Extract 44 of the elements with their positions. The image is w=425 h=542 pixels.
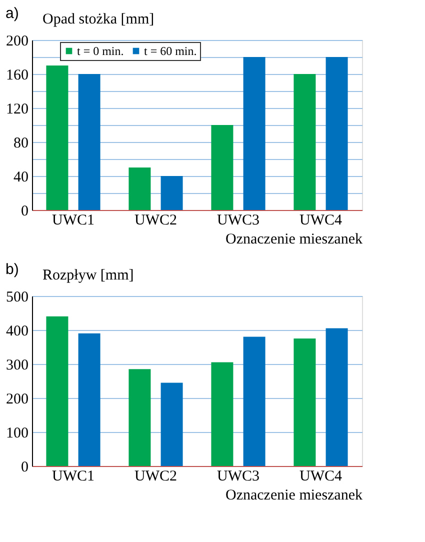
bar xyxy=(326,57,348,210)
y-tick-label: 300 xyxy=(6,358,28,374)
bar xyxy=(128,369,151,466)
bar xyxy=(160,176,183,210)
x-tick-label: UWC2 xyxy=(134,212,177,228)
y-tick-label: 80 xyxy=(14,136,28,152)
y-tick-label: 40 xyxy=(14,170,28,186)
y-tick-label: 100 xyxy=(6,426,28,442)
y-tick-label: 200 xyxy=(6,392,28,408)
x-tick-label: UWC2 xyxy=(134,468,177,484)
bar xyxy=(243,336,266,466)
y-tick-label: 200 xyxy=(6,34,28,50)
x-axis-title: Oznaczenie mieszanek xyxy=(226,488,363,504)
bar xyxy=(211,362,234,466)
y-axis-title: Opad stożka [mm] xyxy=(42,12,154,28)
x-tick-label: UWC1 xyxy=(52,212,94,228)
bar xyxy=(294,74,316,210)
x-axis-title: Oznaczenie mieszanek xyxy=(226,232,363,248)
legend-label: t = 60 min. xyxy=(144,44,197,58)
y-tick-label: 0 xyxy=(21,204,28,220)
x-tick-label: UWC1 xyxy=(52,468,94,484)
chart-title: b) xyxy=(6,261,19,278)
bar xyxy=(78,333,100,466)
bar xyxy=(78,74,100,210)
legend-label: t = 0 min. xyxy=(77,44,124,58)
y-tick-label: 400 xyxy=(6,324,28,340)
bar xyxy=(211,125,234,210)
x-tick-label: UWC4 xyxy=(300,212,342,228)
bar xyxy=(128,168,151,210)
y-tick-label: 0 xyxy=(21,460,28,476)
y-tick-label: 160 xyxy=(6,68,28,84)
bar xyxy=(326,328,348,466)
y-axis-title: Rozpływ [mm] xyxy=(42,268,134,284)
y-tick-label: 500 xyxy=(6,290,28,306)
bar xyxy=(243,57,266,210)
x-tick-label: UWC3 xyxy=(217,468,260,484)
bar xyxy=(294,338,316,466)
x-tick-label: UWC4 xyxy=(300,468,342,484)
bar xyxy=(46,316,68,466)
bar xyxy=(160,382,183,466)
y-tick-label: 120 xyxy=(6,102,28,118)
bar xyxy=(46,66,68,210)
x-tick-label: UWC3 xyxy=(217,212,260,228)
chart-title: a) xyxy=(6,5,19,22)
